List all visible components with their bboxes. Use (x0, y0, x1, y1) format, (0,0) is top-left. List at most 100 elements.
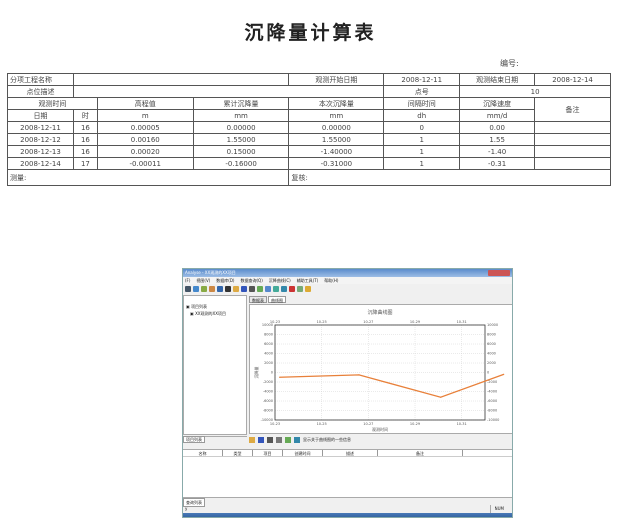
y-tick-label: -10000 (261, 418, 273, 422)
cell-rate: -0.31 (459, 157, 536, 170)
y-tick-label: 10000 (262, 323, 273, 327)
save-icon[interactable] (225, 285, 231, 292)
cell-hour: 17 (72, 157, 98, 170)
y-tick-label: -6000 (263, 399, 273, 403)
x-tick-label: 10-27 (363, 422, 373, 426)
tab-data-table[interactable]: 数据表 (249, 296, 267, 303)
measure-label: 测量: (6, 169, 290, 186)
title-bar: Analyse - XX观测的XX项目 (183, 269, 512, 277)
x-axis-label: 观测时间 (372, 426, 388, 432)
elevation-header: 高程值 (96, 97, 194, 110)
menu-help[interactable]: 帮助(H) (324, 278, 339, 283)
x-tick-label-top: 10-23 (270, 320, 280, 324)
cum-header: 累计沉降量 (192, 97, 290, 110)
menu-file[interactable]: (F) (185, 278, 191, 283)
x-tick-label: 10-31 (457, 422, 467, 426)
y-tick-label: 0 (271, 371, 273, 375)
cell-date: 2008-12-14 (7, 157, 74, 170)
y-tick-label: 2000 (264, 361, 273, 365)
toolbar-icon[interactable] (281, 285, 287, 292)
y-tick-label: 6000 (264, 342, 273, 346)
y-tick-label-right: -6000 (487, 399, 497, 403)
tree-child[interactable]: ▣ XX观测的XX项目 (190, 311, 227, 316)
x-tick-label: 10-25 (317, 422, 327, 426)
obs-time-header: 观测时间 (7, 97, 98, 110)
taskbar (183, 513, 512, 517)
cell-interval: 1 (383, 133, 461, 146)
col-created[interactable]: 创建时间 (283, 450, 323, 456)
chart-hint: 显示关于曲线图的一些信息 (303, 436, 351, 442)
y-tick-label-right: 0 (487, 371, 489, 375)
cell-cum: -0.16000 (192, 157, 290, 170)
toolbar-icon[interactable] (257, 285, 263, 292)
window-title: Analyse - XX观测的XX项目 (185, 270, 236, 275)
tab-curve[interactable]: 曲线图 (268, 296, 286, 303)
toolbar-icon[interactable] (201, 285, 207, 292)
cell-remark (534, 121, 611, 134)
toolbar-icon[interactable] (294, 436, 300, 443)
cell-this: -0.31000 (288, 157, 385, 170)
col-desc[interactable]: 描述 (323, 450, 378, 456)
toolbar-icon[interactable] (258, 436, 264, 443)
status-text: y (185, 506, 188, 511)
y-tick-label-right: -4000 (487, 390, 497, 394)
chart-panel: 沉降曲线图 10000 10000 8000 8000 6000 6000 4000 4000 2… (249, 304, 512, 434)
tree-root-label: 项目列表 (191, 304, 208, 309)
tree-root[interactable]: ▣ 项目列表 (186, 304, 208, 309)
cell-this: -1.40000 (288, 145, 385, 158)
menu-query[interactable]: 数据查询(Q) (240, 278, 263, 283)
col-remark[interactable]: 备注 (378, 450, 463, 456)
toolbar-icon[interactable] (233, 285, 239, 292)
list-header: 名称 类型 项目 创建时间 描述 备注 (183, 449, 512, 457)
col-project[interactable]: 项目 (253, 450, 283, 456)
table-row: 2008-12-14 17 -0.00011 -0.16000 -0.31000 1 -0.… (7, 157, 611, 170)
list-body (183, 457, 512, 497)
cell-remark (534, 145, 611, 158)
print-icon[interactable] (276, 436, 282, 443)
left-tab-project-list[interactable]: 项目列表 (183, 436, 205, 443)
menu-tools[interactable]: 辅助工具(T) (296, 278, 319, 283)
toolbar-icon[interactable] (249, 436, 255, 443)
cell-this: 1.55000 (288, 133, 385, 146)
col-type[interactable]: 类型 (223, 450, 253, 456)
window-controls[interactable] (488, 270, 510, 276)
cum-unit: mm (192, 109, 290, 122)
toolbar-icon[interactable] (267, 436, 273, 443)
cell-rate: -1.40 (459, 145, 536, 158)
cell-interval: 1 (383, 157, 461, 170)
col-name[interactable]: 名称 (183, 450, 223, 456)
toolbar-icon[interactable] (185, 285, 191, 292)
toolbar-icon[interactable] (265, 285, 271, 292)
cell-remark (534, 157, 611, 170)
y-tick-label: 8000 (264, 333, 273, 337)
menu-curve[interactable]: 沉降曲线(C) (268, 278, 291, 283)
help-icon[interactable] (305, 285, 311, 292)
start-date: 2008-12-11 (383, 73, 461, 86)
y-tick-label-right: 6000 (487, 342, 496, 346)
hour-unit: 时 (72, 109, 98, 122)
tab-query-list[interactable]: 查询列表 (183, 498, 205, 507)
toolbar-icon[interactable] (249, 285, 255, 292)
toolbar-icon[interactable] (241, 285, 247, 292)
remark-header: 备注 (534, 97, 611, 122)
menu-bar: (F) 视图(V) 数据库(D) 数据查询(Q) 沉降曲线(C) 辅助工具(T) 帮助(H) (183, 277, 512, 284)
toolbar-icon[interactable] (289, 285, 295, 292)
toolbar-icon[interactable] (273, 285, 279, 292)
menu-view[interactable]: 视图(V) (196, 278, 211, 283)
toolbar-icon[interactable] (193, 285, 199, 292)
x-tick-label-top: 10-25 (317, 320, 327, 324)
interval-header: 间隔时间 (383, 97, 461, 110)
toolbar-icon[interactable] (217, 285, 223, 292)
cell-hour: 16 (72, 145, 98, 158)
start-label: 观测开始日期 (288, 73, 385, 86)
cell-hour: 16 (72, 133, 98, 146)
status-bar: y NUM (183, 505, 512, 513)
end-date: 2008-12-14 (534, 73, 611, 86)
toolbar-icon[interactable] (209, 285, 215, 292)
num-lock-indicator: NUM (489, 505, 504, 513)
interval-unit: dh (383, 109, 461, 122)
toolbar-icon[interactable] (297, 285, 303, 292)
toolbar-icon[interactable] (285, 436, 291, 443)
menu-database[interactable]: 数据库(D) (216, 278, 235, 283)
table-row: 2008-12-12 16 0.00160 1.55000 1.55000 1 1.55 (7, 133, 611, 146)
